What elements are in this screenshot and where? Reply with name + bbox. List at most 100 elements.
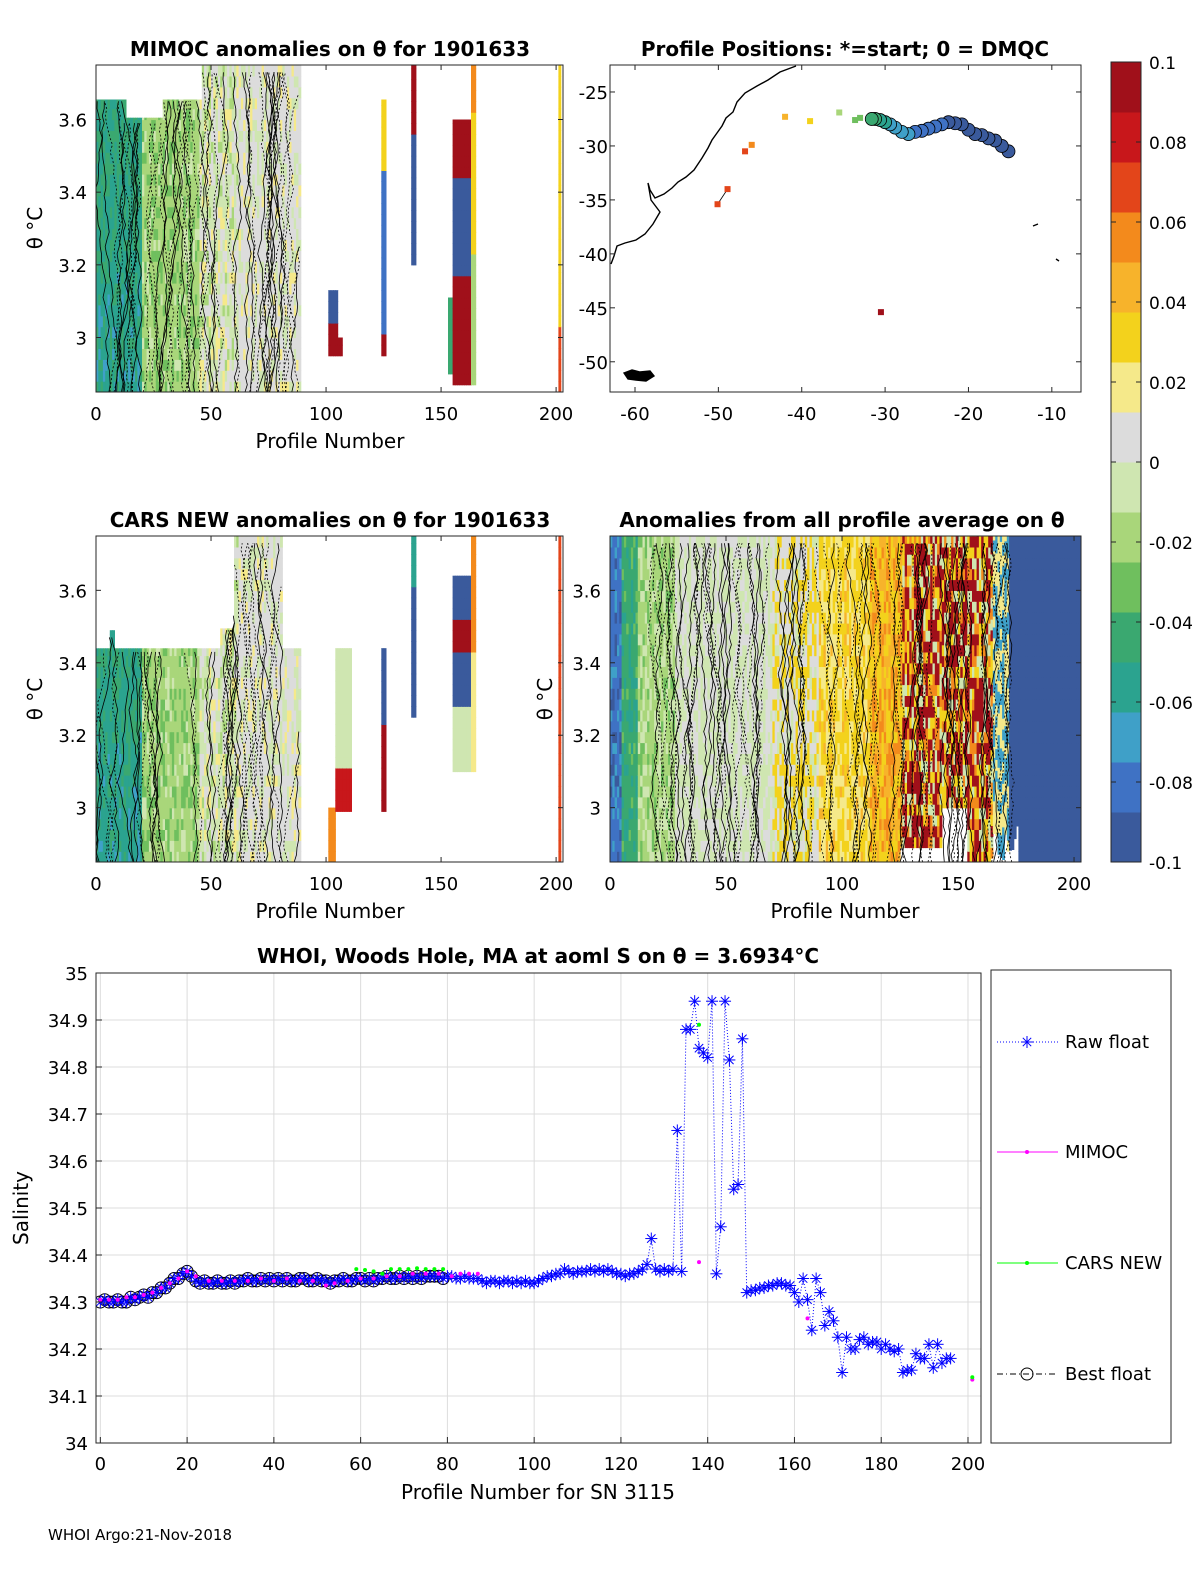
heatmap-cell bbox=[452, 275, 456, 288]
heatmap-cell bbox=[162, 829, 166, 841]
heatmap-cell bbox=[128, 648, 132, 657]
heatmap-cell bbox=[181, 807, 184, 820]
heatmap-cell bbox=[105, 326, 109, 339]
heatmap-cell bbox=[250, 381, 253, 392]
heatmap-cell bbox=[169, 163, 173, 175]
heatmap-cell bbox=[289, 348, 293, 360]
heatmap-cell bbox=[176, 666, 180, 678]
heatmap-cell bbox=[234, 130, 237, 142]
heatmap-cell bbox=[261, 163, 265, 175]
heatmap-cell bbox=[119, 731, 122, 744]
heatmap-cell bbox=[169, 130, 173, 142]
heatmap-cell bbox=[151, 228, 155, 240]
heatmap-cell bbox=[381, 192, 385, 204]
heatmap-cell bbox=[188, 272, 191, 284]
heatmap-cell bbox=[263, 785, 267, 798]
heatmap-cell bbox=[197, 348, 201, 360]
heatmap-cell bbox=[105, 184, 109, 197]
heatmap-cell bbox=[220, 381, 224, 392]
heatmap-cell bbox=[123, 677, 127, 689]
heatmap-cell bbox=[162, 348, 166, 360]
heatmap-cell bbox=[261, 228, 265, 240]
heatmap-cell bbox=[107, 688, 111, 700]
heatmap-cell bbox=[280, 206, 283, 219]
heatmap-cell bbox=[162, 337, 166, 349]
heatmap-cell bbox=[261, 601, 265, 613]
heatmap-cell bbox=[130, 807, 134, 820]
heatmap-cell bbox=[185, 666, 189, 678]
heatmap-cell bbox=[291, 97, 295, 110]
heatmap-cell bbox=[128, 818, 132, 830]
heatmap-cell bbox=[125, 119, 129, 131]
heatmap-cell bbox=[217, 217, 221, 230]
heatmap-cell bbox=[222, 785, 226, 798]
heatmap-cell bbox=[107, 655, 111, 667]
heatmap-cell bbox=[245, 568, 249, 581]
heatmap-cell bbox=[123, 753, 127, 765]
heatmap-cell bbox=[464, 123, 467, 135]
heatmap-cell bbox=[206, 851, 210, 862]
heatmap-cell bbox=[183, 709, 187, 722]
heatmap-cell bbox=[105, 217, 109, 230]
heatmap-cell bbox=[238, 304, 242, 317]
heatmap-cell bbox=[114, 99, 118, 110]
heatmap-cell bbox=[254, 612, 258, 624]
heatmap-cell bbox=[238, 184, 242, 197]
heatmap-cell bbox=[137, 348, 141, 360]
heatmap-cell bbox=[121, 775, 125, 787]
heatmap-cell bbox=[146, 731, 150, 744]
heatmap-cell bbox=[231, 742, 235, 754]
heatmap-cell bbox=[227, 272, 230, 284]
contour-line bbox=[117, 101, 136, 392]
heatmap-cell bbox=[234, 348, 237, 360]
heatmap-cell bbox=[293, 119, 297, 131]
heatmap-cell bbox=[137, 775, 141, 787]
heatmap-cell bbox=[234, 699, 237, 711]
heatmap-cell bbox=[254, 840, 258, 852]
heatmap-cell bbox=[275, 601, 279, 613]
heatmap-cell bbox=[139, 742, 143, 754]
heatmap-cell bbox=[151, 348, 155, 360]
heatmap-cell bbox=[201, 75, 205, 88]
heatmap-cell bbox=[155, 152, 159, 164]
heatmap-cell bbox=[167, 217, 171, 230]
heatmap-cell bbox=[183, 261, 187, 273]
heatmap-cell bbox=[153, 141, 157, 153]
heatmap-cell bbox=[277, 785, 281, 798]
heatmap-cell bbox=[270, 130, 274, 142]
heatmap-cell bbox=[293, 370, 297, 382]
heatmap-cell bbox=[277, 699, 281, 711]
heatmap-cell bbox=[116, 731, 120, 744]
heatmap-cell bbox=[142, 174, 145, 186]
heatmap-cell bbox=[130, 666, 134, 678]
heatmap-cell bbox=[158, 239, 161, 251]
heatmap-cell bbox=[142, 648, 145, 657]
heatmap-cell bbox=[188, 666, 191, 678]
heatmap-cell bbox=[116, 206, 120, 219]
heatmap-cell bbox=[139, 381, 143, 392]
heatmap-cell bbox=[96, 648, 99, 657]
heatmap-cell bbox=[116, 239, 120, 251]
heatmap-cell bbox=[293, 293, 297, 306]
heatmap-cell bbox=[194, 348, 198, 360]
heatmap-cell bbox=[270, 688, 274, 700]
heatmap-cell bbox=[102, 152, 106, 164]
heatmap-cell bbox=[155, 163, 159, 175]
heatmap-cell bbox=[211, 130, 214, 142]
heatmap-cell bbox=[165, 840, 168, 852]
heatmap-cell bbox=[213, 326, 217, 339]
heatmap-cell bbox=[268, 644, 272, 657]
heatmap-cell bbox=[162, 818, 166, 830]
heatmap-cell bbox=[234, 228, 237, 240]
heatmap-cell bbox=[240, 579, 244, 591]
heatmap-cell bbox=[201, 293, 205, 306]
positions-axes-frame bbox=[609, 64, 1082, 393]
heatmap-cell bbox=[277, 764, 281, 776]
heatmap-cell bbox=[153, 272, 157, 284]
heatmap-cell bbox=[181, 720, 184, 733]
heatmap-cell bbox=[454, 123, 458, 135]
heatmap-cell bbox=[201, 699, 205, 711]
heatmap-cell bbox=[188, 764, 191, 776]
heatmap-cell bbox=[270, 65, 274, 77]
heatmap-cell bbox=[100, 304, 104, 317]
